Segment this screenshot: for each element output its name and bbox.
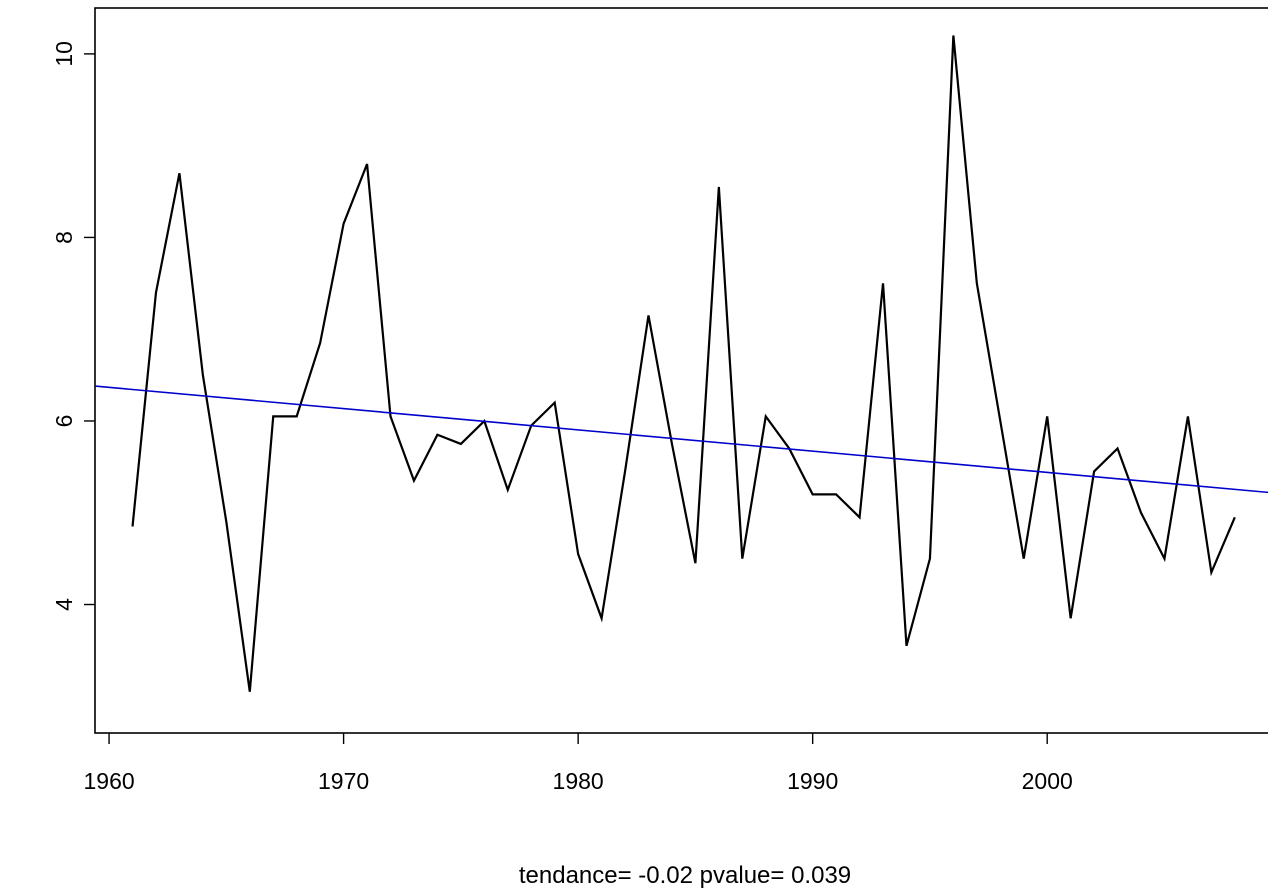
x-tick-labels: 1960 1970 1980 1990 2000	[83, 768, 1072, 794]
y-tick-label: 6	[51, 415, 77, 428]
x-tick-label: 1970	[318, 768, 369, 794]
x-tick-label: 2000	[1022, 768, 1073, 794]
series-layer	[95, 35, 1268, 692]
x-axis-label: tendance= -0.02 pvalue= 0.039	[519, 862, 851, 889]
y-tick-labels: 4 6 8 10	[51, 41, 77, 611]
y-tick-label: 8	[51, 231, 77, 244]
y-tick-label: 4	[51, 598, 77, 611]
axes	[84, 7, 1268, 744]
x-tick-label: 1960	[83, 768, 134, 794]
plot-frame	[94, 7, 1268, 734]
x-tick-label: 1980	[553, 768, 604, 794]
trend-line	[95, 385, 1268, 494]
y-tick-label: 10	[51, 41, 77, 67]
series-line	[131, 35, 1236, 692]
x-tick-label: 1990	[787, 768, 838, 794]
